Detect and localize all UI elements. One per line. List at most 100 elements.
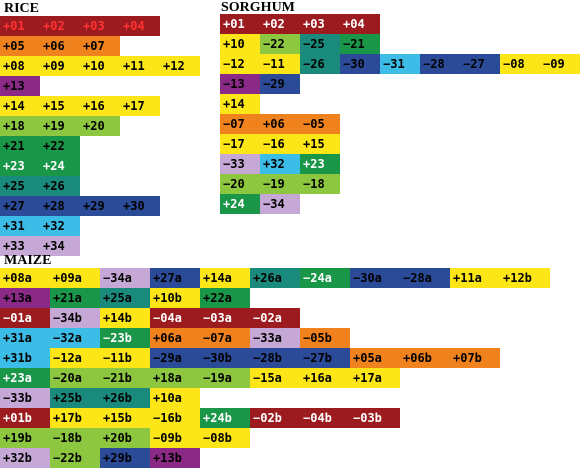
sorghum-segment-cell: +01 <box>220 14 260 34</box>
rice-segment-cell: +14 <box>0 96 40 116</box>
rice-segment-cell: +10 <box>80 56 120 76</box>
rice-segment-cell: +07 <box>80 36 120 56</box>
sorghum-segment-cell: −09 <box>540 54 580 74</box>
maize-segment-cell: −15a <box>250 368 300 388</box>
rice-segment-cell: +03 <box>80 16 120 36</box>
maize-segment-cell: −24a <box>300 268 350 288</box>
maize-row: −01a −34b +14b −04a −03a −02a <box>0 308 550 328</box>
rice-segment-cell: +30 <box>120 196 160 216</box>
maize-segment-cell: +31b <box>0 348 50 368</box>
rice-segment-cell: +34 <box>40 236 80 256</box>
maize-segment-cell: −33b <box>0 388 50 408</box>
rice-segment-cell: +17 <box>120 96 160 116</box>
sorghum-row: +14 <box>220 94 580 114</box>
maize-segment-cell: +09a <box>50 268 100 288</box>
sorghum-segment-cell: +23 <box>300 154 340 174</box>
rice-row: +14 +15 +16 +17 <box>0 96 200 116</box>
maize-segment-cell: −28a <box>400 268 450 288</box>
sorghum-segment-cell: +24 <box>220 194 260 214</box>
maize-segment-cell: +17b <box>50 408 100 428</box>
maize-segment-cell: +07b <box>450 348 500 368</box>
maize-segment-cell: +01b <box>0 408 50 428</box>
sorghum-row: −13 −29 <box>220 74 580 94</box>
sorghum-segment-cell: −13 <box>220 74 260 94</box>
sorghum-segment-cell: −16 <box>260 134 300 154</box>
sorghum-segment-cell: −25 <box>300 34 340 54</box>
maize-segment-cell: −02b <box>250 408 300 428</box>
rice-segment-cell: +18 <box>0 116 40 136</box>
sorghum-row: −33 +32 +23 <box>220 154 580 174</box>
maize-segment-cell: −32a <box>50 328 100 348</box>
sorghum-segment-cell: −34 <box>260 194 300 214</box>
maize-segment-cell: −12a <box>50 348 100 368</box>
maize-segment-cell: −07a <box>200 328 250 348</box>
sorghum-segment-cell: −18 <box>300 174 340 194</box>
maize-row: −33b +25b +26b +10a <box>0 388 550 408</box>
rice-row: +21 +22 <box>0 136 200 156</box>
rice-row: +18 +19 +20 <box>0 116 200 136</box>
maize-segment-cell: +26b <box>100 388 150 408</box>
maize-row: +31b −12a −11b −29a −30b −28b −27b +05a +06b +07b <box>0 348 550 368</box>
sorghum-segment-cell: −05 <box>300 114 340 134</box>
maize-segment-cell: +25b <box>50 388 100 408</box>
rice-grid: +01 +02 +03 +04 +05 +06 +07 +08 +09 +10 +11 +12 +13 +… <box>0 16 200 256</box>
rice-segment-cell: +23 <box>0 156 40 176</box>
maize-segment-cell: −11b <box>100 348 150 368</box>
rice-segment-cell: +08 <box>0 56 40 76</box>
maize-segment-cell: −27b <box>300 348 350 368</box>
maize-segment-cell: −03b <box>350 408 400 428</box>
sorghum-row: −17 −16 +15 <box>220 134 580 154</box>
sorghum-segment-cell: −17 <box>220 134 260 154</box>
maize-segment-cell: +10b <box>150 288 200 308</box>
rice-row: +13 <box>0 76 200 96</box>
maize-segment-cell: −34a <box>100 268 150 288</box>
maize-segment-cell: −04b <box>300 408 350 428</box>
maize-segment-cell: −34b <box>50 308 100 328</box>
sorghum-row: −20 −19 −18 <box>220 174 580 194</box>
maize-segment-cell: −29a <box>150 348 200 368</box>
sorghum-segment-cell: −08 <box>500 54 540 74</box>
maize-segment-cell: +25a <box>100 288 150 308</box>
rice-segment-cell: +29 <box>80 196 120 216</box>
maize-segment-cell: +16a <box>300 368 350 388</box>
maize-segment-cell: −09b <box>150 428 200 448</box>
sorghum-segment-cell: −28 <box>420 54 460 74</box>
rice-segment-cell: +11 <box>120 56 160 76</box>
maize-grid: +08a +09a −34a +27a +14a +26a −24a −30a −28a +11a… <box>0 268 550 468</box>
sorghum-segment-cell: −21 <box>340 34 380 54</box>
maize-row: +01b +17b +15b −16b +24b −02b −04b −03b <box>0 408 550 428</box>
maize-segment-cell: −20a <box>50 368 100 388</box>
sorghum-segment-cell: +06 <box>260 114 300 134</box>
maize-segment-cell: +22a <box>200 288 250 308</box>
sorghum-row: +10 −22 −25 −21 <box>220 34 580 54</box>
sorghum-segment-cell: −20 <box>220 174 260 194</box>
maize-segment-cell: +24b <box>200 408 250 428</box>
maize-segment-cell: +21a <box>50 288 100 308</box>
rice-segment-cell: +33 <box>0 236 40 256</box>
rice-row: +33 +34 <box>0 236 200 256</box>
maize-segment-cell: +13b <box>150 448 200 468</box>
maize-row: +19b −18b +20b −09b −08b <box>0 428 550 448</box>
sorghum-segment-cell: −11 <box>260 54 300 74</box>
maize-row: +31a −32a −23b +06a −07a −33a −05b <box>0 328 550 348</box>
rice-segment-cell: +05 <box>0 36 40 56</box>
sorghum-segment-cell: −31 <box>380 54 420 74</box>
rice-row: +23 +24 <box>0 156 200 176</box>
rice-segment-cell: +21 <box>0 136 40 156</box>
rice-segment-cell: +20 <box>80 116 120 136</box>
maize-segment-cell: +23a <box>0 368 50 388</box>
maize-row: +08a +09a −34a +27a +14a +26a −24a −30a −28a +11a… <box>0 268 550 288</box>
maize-segment-cell: −21b <box>100 368 150 388</box>
maize-segment-cell: −18b <box>50 428 100 448</box>
maize-segment-cell: +14a <box>200 268 250 288</box>
maize-segment-cell: −05b <box>300 328 350 348</box>
sorghum-segment-cell: −26 <box>300 54 340 74</box>
maize-segment-cell: +06a <box>150 328 200 348</box>
maize-segment-cell: −03a <box>200 308 250 328</box>
maize-segment-cell: +10a <box>150 388 200 408</box>
sorghum-segment-cell: +03 <box>300 14 340 34</box>
sorghum-segment-cell: −07 <box>220 114 260 134</box>
maize-segment-cell: −02a <box>250 308 300 328</box>
sorghum-row: +01 +02 +03 +04 <box>220 14 580 34</box>
maize-segment-cell: +15b <box>100 408 150 428</box>
